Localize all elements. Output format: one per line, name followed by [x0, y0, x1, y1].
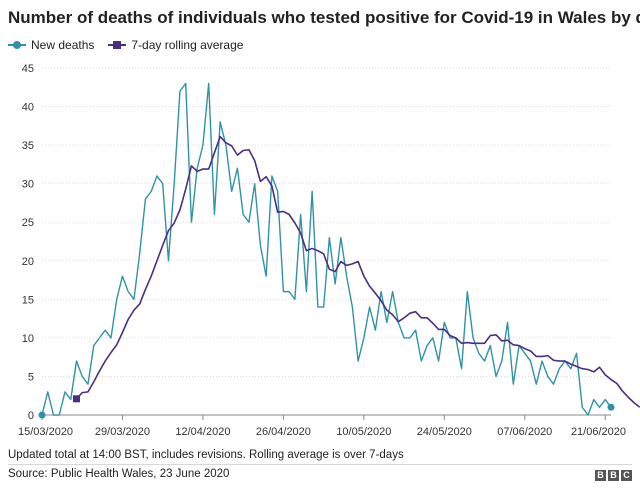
- legend-swatch-new-deaths: [8, 40, 26, 50]
- y-tick-label: 45: [22, 63, 34, 75]
- bbc-logo-block: C: [621, 470, 632, 481]
- y-tick-label: 0: [28, 410, 34, 422]
- chart-legend: New deaths 7-day rolling average: [8, 38, 257, 52]
- marker-start-rolling-average: [72, 395, 80, 403]
- source-text: Source: Public Health Wales, 23 June 202…: [8, 468, 230, 480]
- y-tick-label: 30: [22, 179, 34, 191]
- source-row: Source: Public Health Wales, 23 June 202…: [8, 464, 632, 485]
- x-tick-label: 10/05/2020: [336, 426, 391, 438]
- footnote: Updated total at 14:00 BST, includes rev…: [8, 449, 404, 461]
- x-tick-label: 07/06/2020: [497, 426, 552, 438]
- series-line-new-deaths: [41, 82, 612, 416]
- bbc-logo-block: B: [608, 470, 619, 481]
- legend-label-rolling-average: 7-day rolling average: [131, 38, 244, 52]
- bbc-logo: B B C: [593, 470, 632, 481]
- bbc-logo-block: B: [595, 470, 606, 481]
- legend-item-new-deaths: New deaths: [8, 38, 94, 52]
- y-tick-label: 25: [22, 217, 34, 229]
- x-tick-label: 24/05/2020: [417, 426, 472, 438]
- y-tick-label: 15: [22, 294, 34, 306]
- chart-title: Number of deaths of individuals who test…: [8, 8, 640, 27]
- x-tick-label: 12/04/2020: [175, 426, 230, 438]
- x-tick-label: 29/03/2020: [95, 426, 150, 438]
- marker-start-new-deaths: [38, 411, 46, 419]
- x-tick-label: 15/03/2020: [18, 426, 73, 438]
- y-tick-label: 20: [22, 256, 34, 268]
- y-tick-label: 40: [22, 102, 34, 114]
- legend-swatch-rolling-average: [108, 40, 127, 50]
- y-tick-label: 5: [28, 371, 34, 383]
- legend-item-rolling-average: 7-day rolling average: [108, 38, 243, 52]
- y-tick-label: 35: [22, 140, 34, 152]
- legend-label-new-deaths: New deaths: [31, 38, 95, 52]
- y-tick-label: 10: [22, 333, 34, 345]
- series-line-rolling-average: [75, 135, 640, 408]
- marker-end-new-deaths: [607, 403, 615, 411]
- x-tick-label: 21/06/2020: [571, 426, 626, 438]
- x-tick-label: 26/04/2020: [256, 426, 311, 438]
